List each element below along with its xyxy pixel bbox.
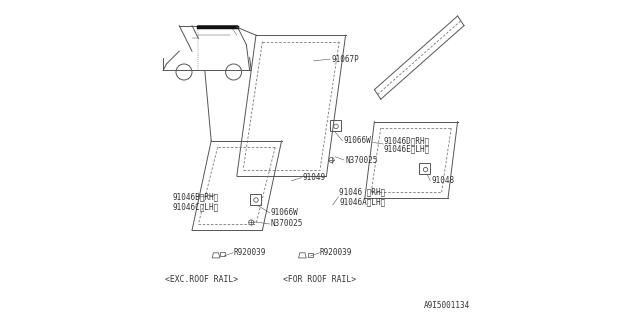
Text: 91066W: 91066W (270, 208, 298, 217)
Text: R920039: R920039 (234, 248, 266, 257)
Text: <FOR ROOF RAIL>: <FOR ROOF RAIL> (284, 276, 356, 284)
Text: 91046 〈RH〉: 91046 〈RH〉 (339, 188, 385, 196)
Text: A9I5001134: A9I5001134 (424, 301, 470, 310)
Bar (308, 253, 313, 257)
Text: R920039: R920039 (320, 248, 353, 257)
Text: 91046D〈RH〉: 91046D〈RH〉 (384, 136, 430, 145)
Text: N370025: N370025 (270, 220, 303, 228)
Text: 91046E〈LH〉: 91046E〈LH〉 (384, 144, 430, 153)
Text: 91046A〈LH〉: 91046A〈LH〉 (339, 197, 385, 206)
Text: 91046B〈RH〉: 91046B〈RH〉 (173, 192, 219, 201)
Text: <EXC.ROOF RAIL>: <EXC.ROOF RAIL> (165, 276, 238, 284)
Text: 91066W: 91066W (344, 136, 372, 145)
Text: 91046C〈LH〉: 91046C〈LH〉 (173, 202, 219, 211)
Text: 91049: 91049 (302, 173, 326, 182)
Text: 91067P: 91067P (332, 55, 359, 64)
Bar (220, 252, 225, 256)
Text: N370025: N370025 (346, 156, 378, 164)
Text: 91048: 91048 (431, 176, 454, 185)
